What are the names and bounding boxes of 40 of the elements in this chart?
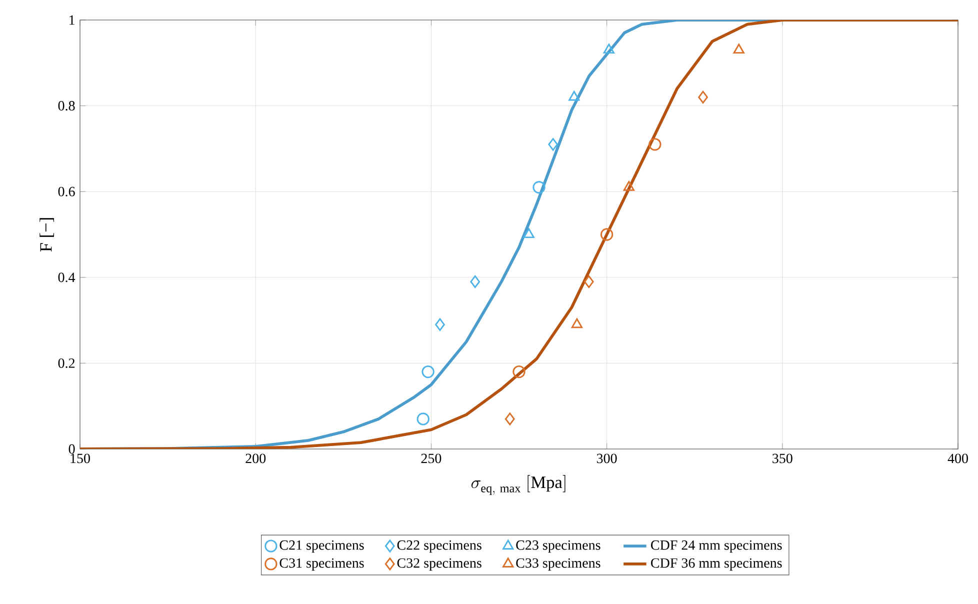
point [603, 44, 614, 54]
point [512, 365, 526, 378]
y-tick-label: 1 [70, 15, 74, 25]
legend-label: CDF 24 mm specimens [651, 540, 782, 553]
point [733, 44, 744, 54]
legend-label: C32 specimens [397, 558, 482, 571]
point [422, 365, 434, 378]
legend-label: C22 specimens [397, 540, 482, 553]
point [470, 275, 480, 288]
point [698, 90, 708, 104]
point [435, 318, 445, 331]
x-tick-label: 350 [772, 454, 792, 464]
y-tick-label: 0 [68, 444, 75, 454]
point [548, 138, 558, 151]
point [532, 180, 546, 194]
legend-label: C21 specimens [280, 540, 364, 553]
legend-label: C23 specimens [516, 540, 600, 553]
point [623, 180, 635, 191]
x-axis-title: $\sigma_{\mathrm{eq,\ max}}\ \mathrm{[Mpa]}$ [471, 474, 566, 495]
y-tick-label: 0.8 [58, 101, 75, 111]
point [568, 90, 580, 101]
x-tick-label: 300 [596, 454, 617, 464]
legend-label: C33 specimens [516, 558, 600, 571]
point [523, 228, 534, 238]
x-tick-label: 250 [421, 454, 442, 464]
legend-label: C31 specimens [280, 558, 364, 571]
legend-label: CDF 36 mm specimens [651, 558, 782, 571]
x-tick-label: 150 [70, 454, 90, 464]
point [416, 412, 430, 426]
y-tick-label: 0.6 [58, 186, 75, 196]
point [600, 228, 614, 241]
x-tick-label: 200 [246, 454, 266, 464]
y-tick-label: 0.2 [58, 358, 75, 368]
point [648, 138, 662, 151]
point [571, 318, 583, 328]
y-axis-title: F [−] [40, 218, 54, 252]
point [584, 275, 594, 288]
point [504, 412, 515, 426]
y-tick-label: 0.4 [58, 272, 76, 282]
x-tick-label: 400 [948, 454, 968, 464]
